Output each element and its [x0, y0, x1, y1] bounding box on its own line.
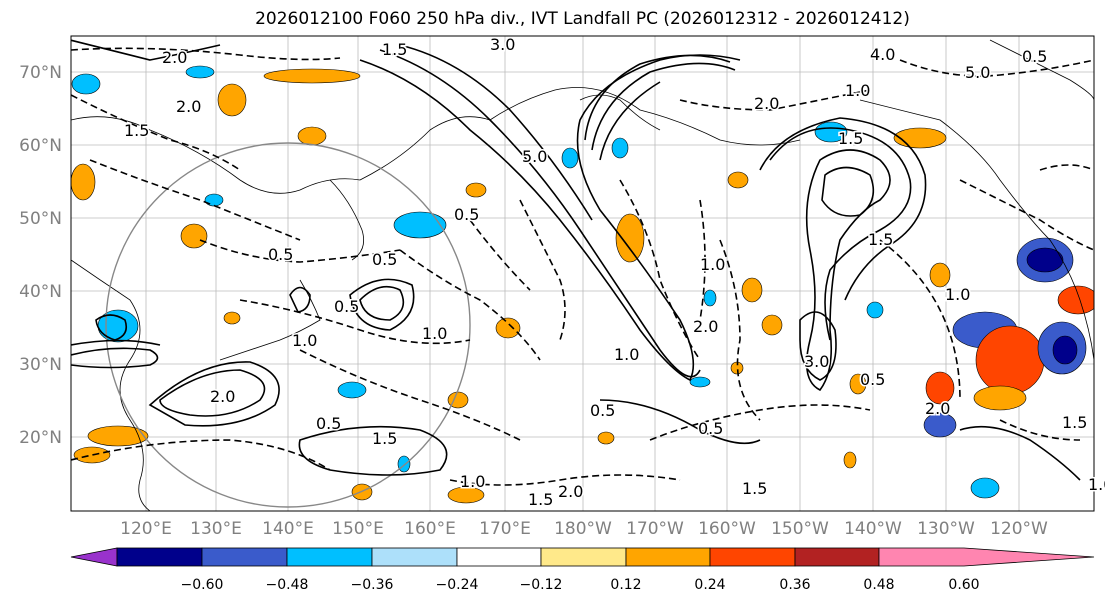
colorbar-tick-label: 0.12: [610, 577, 641, 593]
colorbar-bin: [456, 547, 542, 567]
colorbar-bin: [540, 547, 627, 567]
colorbar-tick-label: 0.60: [948, 577, 979, 593]
contour-label: 0.5: [454, 205, 479, 224]
colorbar-tick-label: 0.48: [863, 577, 894, 593]
lon-label: 140°E: [262, 519, 314, 539]
lat-label-40n: 40°N: [19, 282, 62, 302]
colorbar-left-extend: [70, 547, 118, 567]
lon-label: 130°W: [917, 519, 975, 539]
ivt-solid-contours: [71, 39, 1081, 481]
lon-label: 120°W: [990, 519, 1048, 539]
colorbar-right-extend: [878, 547, 1095, 567]
colorbar-bin: [625, 547, 711, 567]
lon-label: 170°E: [479, 519, 531, 539]
contour-label: 1.0: [1088, 475, 1105, 494]
contour-label: 1.5: [528, 490, 553, 509]
colorbar-bin: [371, 547, 458, 567]
contour-label: 1.0: [845, 81, 870, 100]
contour-label: 5.0: [522, 147, 547, 166]
lon-label: 170°W: [626, 519, 684, 539]
colorbar-tick-label: 0.24: [694, 577, 725, 593]
dashed-contours: [71, 47, 1094, 486]
contour-label: 2.0: [210, 387, 235, 406]
contour-label: 1.0: [460, 472, 485, 491]
region-circle: [105, 142, 471, 508]
contour-label: 1.5: [382, 40, 407, 59]
lon-label: 180°W: [554, 519, 612, 539]
colorbar-bin: [709, 547, 796, 567]
colorbar-bin: [794, 547, 880, 567]
contour-label: 2.0: [162, 48, 187, 67]
contour-label: 4.0: [870, 45, 895, 64]
contour-label: 1.5: [372, 429, 397, 448]
contour-label: 0.5: [372, 250, 397, 269]
contour-label: 2.0: [925, 399, 950, 418]
colorbar: [70, 547, 1095, 567]
contour-label: 1.5: [124, 121, 149, 140]
contour-label: 0.5: [316, 414, 341, 433]
contour-label: 5.0: [965, 63, 990, 82]
lat-label-50n: 50°N: [19, 209, 62, 229]
contour-label: 2.0: [176, 97, 201, 116]
contour-label: 2.0: [558, 482, 583, 501]
contour-label: 3.0: [490, 35, 515, 54]
latitude-labels: 70°N 60°N 50°N 40°N 30°N 20°N: [19, 63, 62, 448]
contour-label: 1.5: [1062, 413, 1087, 432]
colorbar-bin: [201, 547, 288, 567]
contour-label: 0.5: [698, 419, 723, 438]
contour-label: 1.5: [742, 479, 767, 498]
divergence-shading: [71, 65, 1094, 504]
lat-label-70n: 70°N: [19, 63, 62, 83]
contour-label: 1.0: [945, 285, 970, 304]
contour-label: 0.5: [1022, 47, 1047, 66]
contour-label: 1.0: [614, 345, 639, 364]
contour-label: 0.5: [590, 401, 615, 420]
colorbar-tick-label: 0.36: [779, 577, 810, 593]
lon-label: 160°E: [404, 519, 456, 539]
contour-label: 1.0: [700, 255, 725, 274]
colorbar-tick-label: −0.36: [351, 577, 394, 593]
colorbar-tick-label: −0.60: [181, 577, 224, 593]
lat-label-20n: 20°N: [19, 428, 62, 448]
longitude-labels: 120°E 130°E 140°E 150°E 160°E 170°E 180°…: [120, 519, 1048, 539]
lon-label: 150°E: [332, 519, 384, 539]
colorbar-bin: [116, 547, 203, 567]
contour-label: 0.5: [268, 245, 293, 264]
contour-label: 2.0: [754, 94, 779, 113]
contour-label: 1.5: [838, 129, 863, 148]
contour-label: 2.0: [693, 317, 718, 336]
map-panel: [70, 35, 1095, 512]
lon-label: 150°W: [771, 519, 829, 539]
lon-label: 140°W: [844, 519, 902, 539]
contour-label: 0.5: [334, 297, 359, 316]
contour-labels: 1.5 2.0 3.0 4.0 5.0 0.5 1.0 2.0 1.5 2.0 …: [123, 34, 1105, 511]
colorbar-tick-label: −0.12: [520, 577, 563, 593]
lon-label: 130°E: [190, 519, 242, 539]
contour-label: 3.0: [804, 352, 829, 371]
colorbar-tick-label: −0.24: [436, 577, 479, 593]
colorbar-ticks: −0.60 −0.48 −0.36 −0.24 −0.12 0.12 0.24 …: [181, 577, 980, 593]
contour-label: 0.5: [860, 370, 885, 389]
lon-label: 160°W: [698, 519, 756, 539]
colorbar-tick-label: −0.48: [266, 577, 309, 593]
contour-label: 1.0: [422, 324, 447, 343]
map-frame: [70, 35, 1095, 512]
lat-label-60n: 60°N: [19, 136, 62, 156]
lat-label-30n: 30°N: [19, 355, 62, 375]
chart-title: 2026012100 F060 250 hPa div., IVT Landfa…: [255, 9, 910, 29]
coastlines: [71, 39, 1094, 511]
gridlines: [71, 36, 1094, 511]
colorbar-bin: [286, 547, 373, 567]
contour-label: 1.5: [868, 230, 893, 249]
contour-label: 1.0: [292, 331, 317, 350]
lon-label: 120°E: [120, 519, 172, 539]
